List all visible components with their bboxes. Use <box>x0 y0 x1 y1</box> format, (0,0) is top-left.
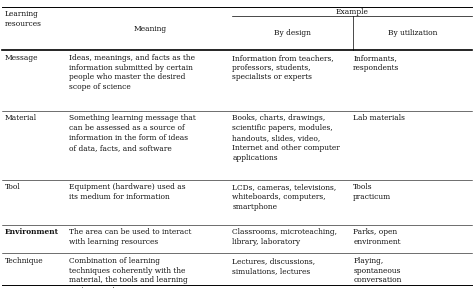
Text: By utilization: By utilization <box>388 29 437 37</box>
Text: Meaning: Meaning <box>134 25 167 33</box>
Text: Informants,
respondents: Informants, respondents <box>353 54 400 72</box>
Text: Classrooms, microteaching,
library, laboratory: Classrooms, microteaching, library, labo… <box>232 228 337 246</box>
Text: Combination of learning
techniques coherently with the
material, the tools and l: Combination of learning techniques coher… <box>69 257 188 288</box>
Text: Technique: Technique <box>5 257 43 265</box>
Text: Environment: Environment <box>5 228 59 236</box>
Text: The area can be used to interact
with learning resources: The area can be used to interact with le… <box>69 228 191 246</box>
Text: Equipment (hardware) used as
its medium for information: Equipment (hardware) used as its medium … <box>69 183 185 201</box>
Text: Example: Example <box>336 7 368 16</box>
Text: By design: By design <box>274 29 311 37</box>
Text: Ideas, meanings, and facts as the
information submitted by certain
people who ma: Ideas, meanings, and facts as the inform… <box>69 54 195 91</box>
Text: Something learning message that
can be assessed as a source of
information in th: Something learning message that can be a… <box>69 114 195 152</box>
Text: Playing,
spontaneous
conversation: Playing, spontaneous conversation <box>353 257 401 285</box>
Text: Message: Message <box>5 54 38 62</box>
Text: Lab materials: Lab materials <box>353 114 405 122</box>
Text: Material: Material <box>5 114 37 122</box>
Text: Tools
practicum: Tools practicum <box>353 183 392 201</box>
Text: LCDs, cameras, televisions,
whiteboards, computers,
smartphone: LCDs, cameras, televisions, whiteboards,… <box>232 183 337 211</box>
Text: Information from teachers,
professors, students,
specialists or experts: Information from teachers, professors, s… <box>232 54 334 82</box>
Text: Tool: Tool <box>5 183 20 192</box>
Text: Books, charts, drawings,
scientific papers, modules,
handouts, slides, video,
In: Books, charts, drawings, scientific pape… <box>232 114 340 162</box>
Text: Parks, open
environment: Parks, open environment <box>353 228 401 246</box>
Text: Learning
resources: Learning resources <box>5 10 42 28</box>
Text: Lectures, discussions,
simulations, lectures: Lectures, discussions, simulations, lect… <box>232 257 315 275</box>
